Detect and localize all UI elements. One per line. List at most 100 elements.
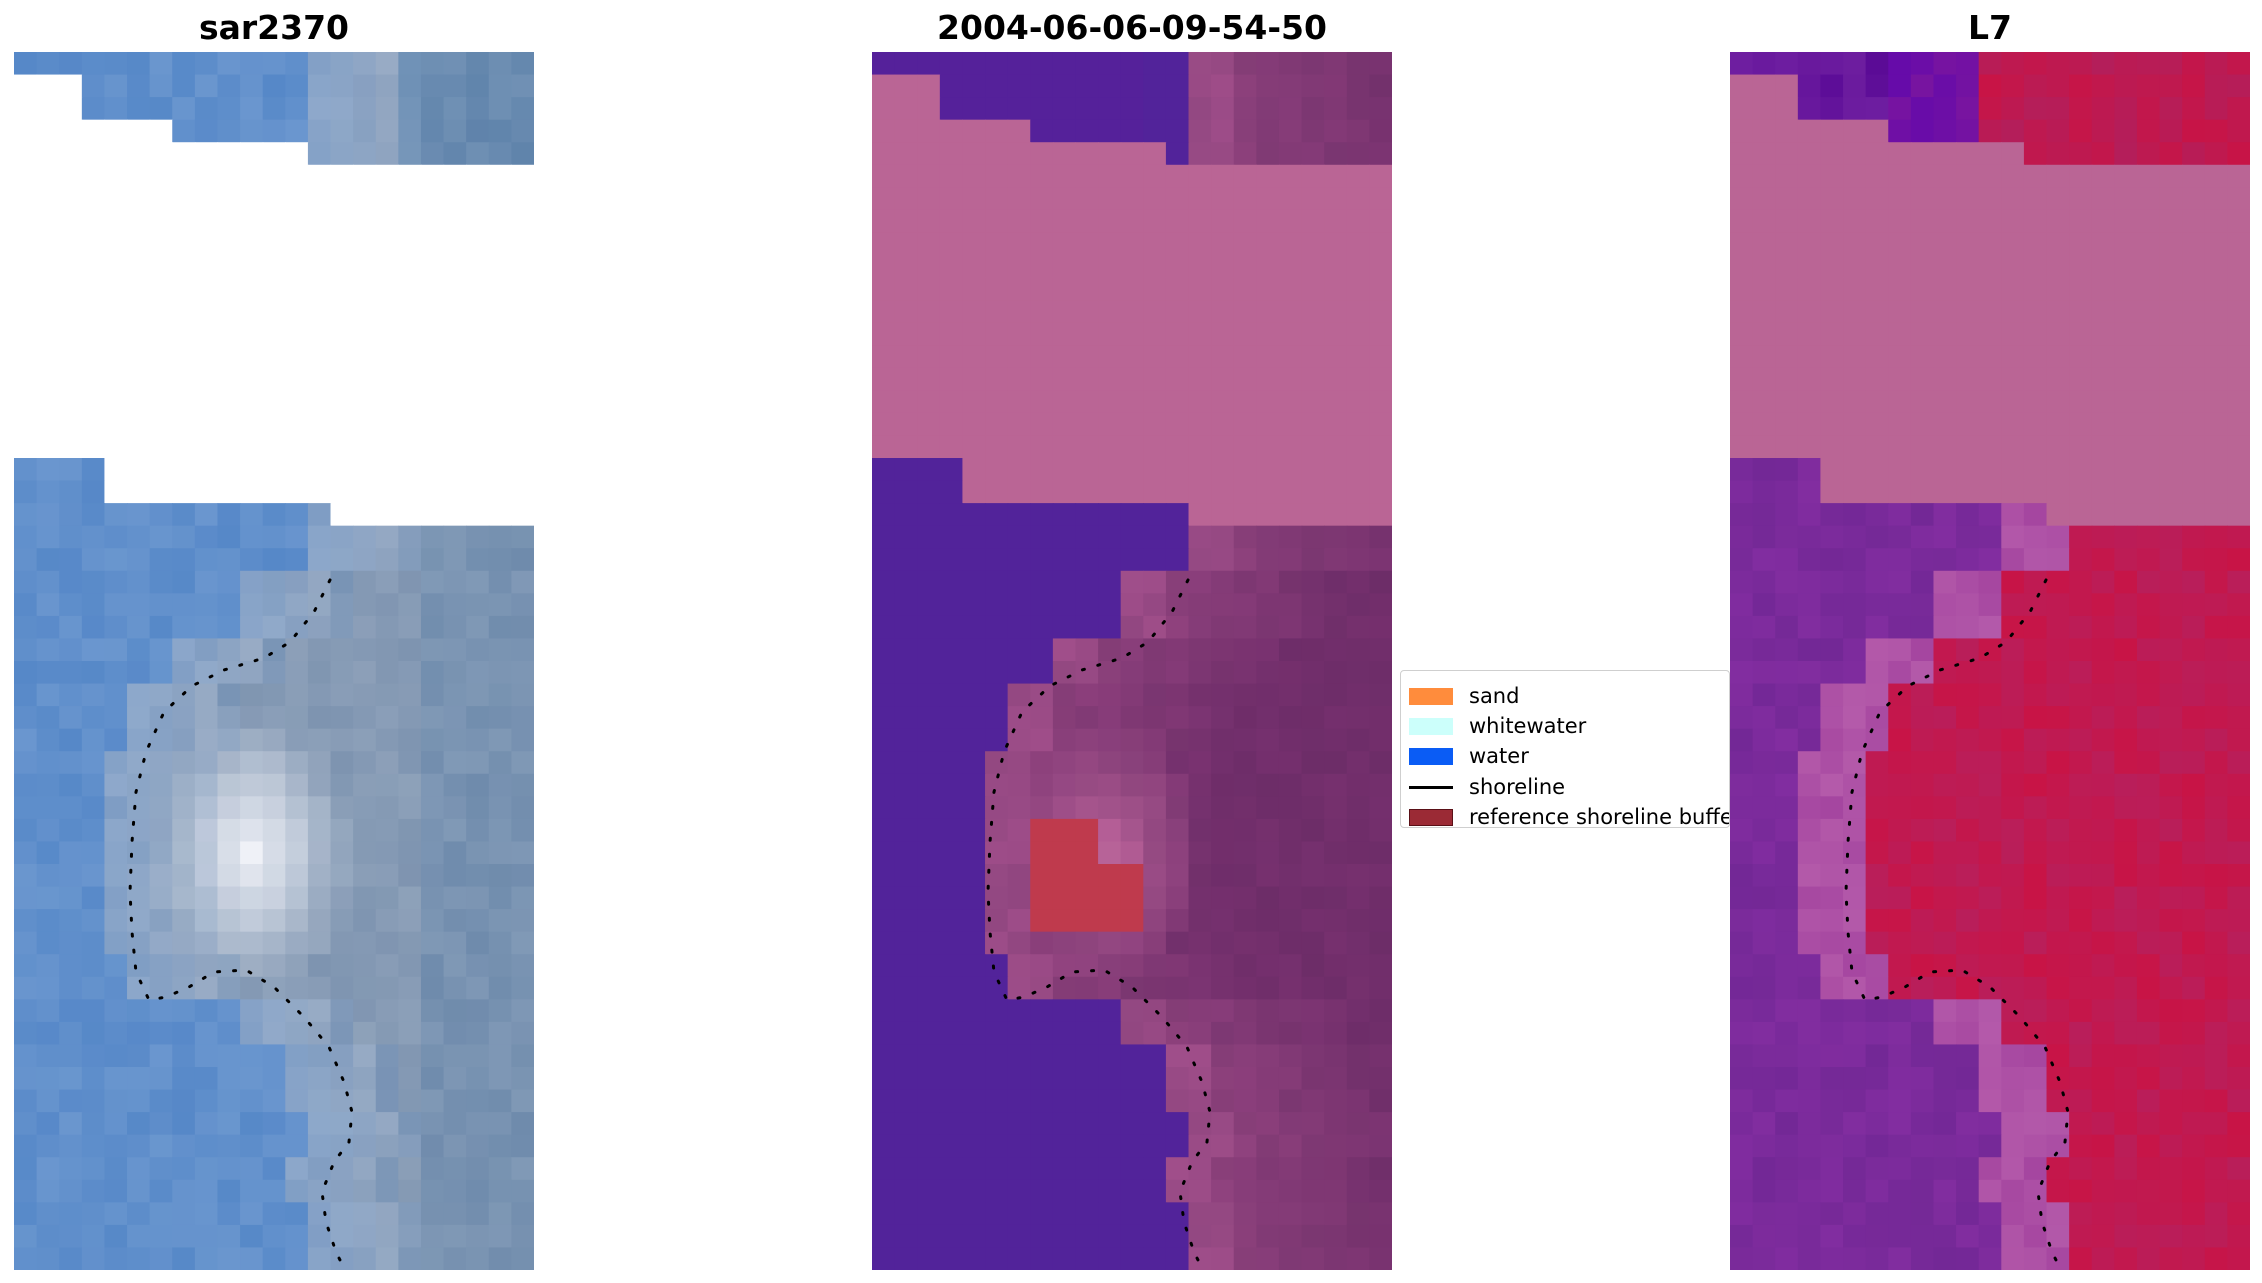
raster-pixel (240, 435, 264, 459)
raster-pixel (466, 886, 490, 910)
raster-pixel (2091, 367, 2115, 391)
raster-pixel (488, 255, 512, 279)
raster-pixel (1369, 277, 1392, 301)
raster-pixel (1910, 886, 1935, 910)
raster-pixel (1278, 1044, 1303, 1068)
raster-pixel (36, 615, 60, 640)
raster-pixel (149, 142, 173, 166)
raster-pixel (894, 841, 918, 865)
raster-pixel (466, 480, 490, 504)
raster-pixel (1910, 480, 1935, 504)
raster-pixel (1888, 615, 1912, 640)
raster-pixel (488, 164, 512, 188)
raster-pixel (488, 909, 512, 933)
raster-pixel (1752, 999, 1776, 1023)
raster-pixel (1233, 480, 1257, 504)
raster-pixel (2023, 1247, 2048, 1270)
raster-pixel (240, 1021, 264, 1046)
raster-pixel (194, 367, 219, 391)
raster-pixel (1278, 1089, 1303, 1113)
raster-pixel (1233, 232, 1257, 256)
raster-pixel (1730, 548, 1754, 572)
raster-pixel (2159, 796, 2183, 820)
raster-pixel (2182, 300, 2206, 324)
raster-pixel (104, 435, 128, 459)
raster-pixel (1120, 209, 1144, 234)
raster-pixel (1865, 255, 1889, 279)
raster-pixel (2182, 525, 2206, 549)
raster-pixel (1211, 525, 1235, 549)
raster-pixel (285, 593, 309, 617)
raster-pixel (962, 931, 986, 955)
raster-pixel (81, 300, 106, 324)
raster-pixel (194, 525, 219, 549)
raster-pixel (466, 1089, 490, 1113)
raster-pixel (1165, 1112, 1190, 1136)
raster-pixel (330, 1224, 354, 1249)
raster-pixel (1052, 277, 1077, 301)
raster-pixel (149, 164, 173, 188)
raster-pixel (1211, 1202, 1235, 1226)
raster-pixel (240, 232, 264, 256)
raster-pixel (511, 74, 534, 98)
raster-pixel (962, 1247, 986, 1270)
raster-pixel (285, 864, 309, 888)
raster-pixel (1956, 999, 1980, 1023)
raster-pixel (1775, 119, 1799, 143)
raster-pixel (398, 142, 422, 166)
raster-pixel (1820, 322, 1844, 346)
raster-pixel (1165, 322, 1190, 346)
raster-pixel (2091, 954, 2115, 978)
raster-pixel (1278, 1202, 1303, 1226)
raster-pixel (217, 187, 241, 211)
raster-pixel (262, 1067, 286, 1091)
raster-pixel (1143, 728, 1167, 752)
raster-pixel (2091, 841, 2115, 865)
raster-pixel (1301, 751, 1325, 775)
raster-pixel (466, 706, 490, 730)
raster-pixel (1075, 841, 1099, 865)
raster-pixel (1346, 886, 1370, 910)
raster-pixel (2023, 97, 2048, 121)
raster-pixel (1278, 412, 1303, 437)
raster-pixel (420, 615, 445, 640)
raster-pixel (1030, 97, 1054, 121)
raster-pixel (2136, 796, 2161, 820)
raster-pixel (2227, 909, 2250, 933)
raster-pixel (14, 480, 38, 504)
raster-pixel (1007, 232, 1031, 256)
raster-pixel (1865, 187, 1889, 211)
raster-pixel (1865, 119, 1889, 143)
raster-pixel (894, 1157, 918, 1181)
raster-pixel (1120, 886, 1144, 910)
raster-pixel (2114, 322, 2138, 346)
raster-pixel (1820, 909, 1844, 933)
raster-pixel (1910, 1247, 1935, 1270)
raster-pixel (1956, 412, 1980, 437)
raster-pixel (962, 615, 986, 640)
raster-pixel (1098, 525, 1122, 549)
raster-pixel (2204, 209, 2228, 234)
raster-pixel (1052, 458, 1077, 482)
raster-pixel (2227, 773, 2250, 797)
raster-pixel (1775, 931, 1799, 955)
raster-pixel (1301, 683, 1325, 707)
raster-pixel (917, 345, 941, 369)
raster-pixel (1120, 277, 1144, 301)
raster-pixel (59, 593, 83, 617)
raster-pixel (1910, 796, 1935, 820)
raster-pixel (1211, 322, 1235, 346)
raster-pixel (262, 909, 286, 933)
raster-pixel (1165, 1247, 1190, 1270)
raster-pixel (262, 97, 286, 121)
raster-pixel (240, 1134, 264, 1158)
raster-pixel (194, 435, 219, 459)
raster-pixel (1843, 458, 1867, 482)
raster-pixel (1030, 931, 1054, 955)
raster-pixel (1165, 909, 1190, 933)
raster-pixel (2204, 954, 2228, 978)
raster-pixel (398, 548, 422, 572)
raster-pixel (1007, 390, 1031, 414)
raster-pixel (1098, 683, 1122, 707)
raster-pixel (2091, 706, 2115, 730)
